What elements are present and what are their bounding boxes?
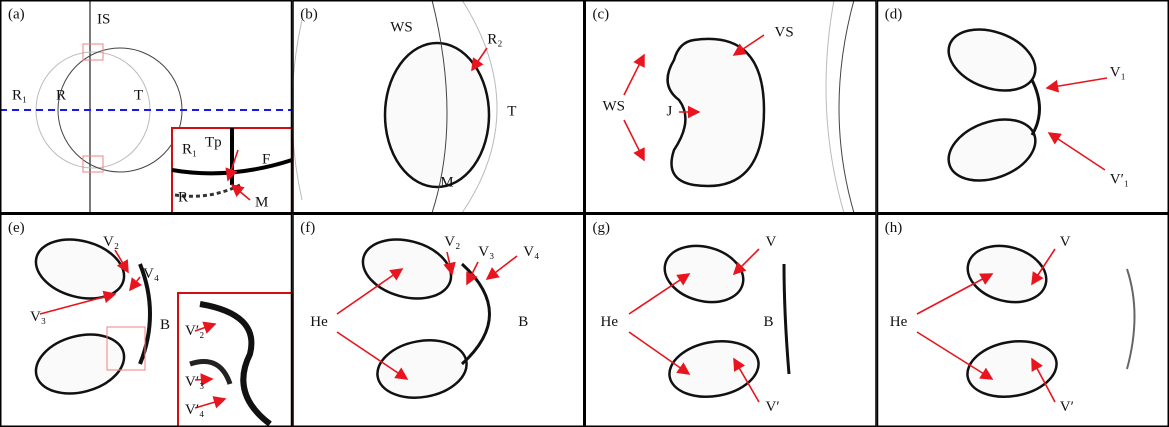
panel-label: (c) (593, 6, 610, 22)
annotation: Tp (205, 134, 222, 150)
annotation: He (601, 314, 619, 330)
annotation: He (310, 314, 328, 330)
panel-d (940, 18, 1107, 191)
annotation: V₂ (444, 234, 460, 250)
annotation: T (134, 87, 143, 103)
annotation: R₂ (487, 31, 502, 47)
panel-label: (h) (885, 220, 903, 236)
annotation: WS (603, 98, 626, 114)
annotation: B (518, 314, 528, 330)
annotation: He (890, 314, 908, 330)
annotation: WS (390, 19, 413, 35)
annotation: V′ (766, 399, 780, 415)
annotation: V′₄ (185, 402, 204, 418)
panel-label: (e) (8, 220, 25, 236)
annotation: V₁ (1110, 64, 1126, 80)
panel-label: (f) (300, 220, 315, 236)
panel-c (624, 0, 854, 213)
figure: (a) IS R₁ R T Tp R₁ F M R (b) WS R₂ T M (c) VS WS J (d) V₁ V′… (0, 0, 1169, 427)
annotation: V′₁ (1110, 171, 1129, 187)
annotation: V₄ (523, 244, 539, 260)
panel-frame (585, 214, 876, 426)
panel-h (917, 238, 1135, 404)
annotation: V′₂ (185, 323, 204, 339)
annotation: R (178, 189, 188, 205)
panel-label: (b) (300, 6, 318, 22)
annotation: IS (97, 11, 110, 27)
annotation: V₃ (30, 309, 46, 325)
annotation: R₁ (182, 141, 197, 157)
annotation: M (255, 194, 268, 210)
annotation: F (262, 151, 270, 167)
annotation: V₂ (103, 234, 119, 250)
annotation: B (764, 314, 774, 330)
annotation: B (160, 317, 170, 333)
annotation: VS (775, 24, 794, 40)
annotation: R (56, 87, 66, 103)
annotation: M (440, 174, 453, 190)
annotation: V (1060, 234, 1071, 250)
panel-label: (g) (593, 220, 611, 236)
panel-label: (a) (8, 6, 25, 22)
annotation: V (766, 234, 777, 250)
annotation: V₃ (478, 244, 494, 260)
annotation: V′₃ (185, 374, 204, 390)
annotation: V′ (1060, 399, 1074, 415)
panel-label: (d) (885, 6, 903, 22)
annotation: J (667, 103, 673, 119)
annotation: V₄ (143, 266, 159, 282)
annotation: R₁ (12, 87, 27, 103)
annotation: T (507, 103, 516, 119)
panel-a (0, 0, 292, 213)
